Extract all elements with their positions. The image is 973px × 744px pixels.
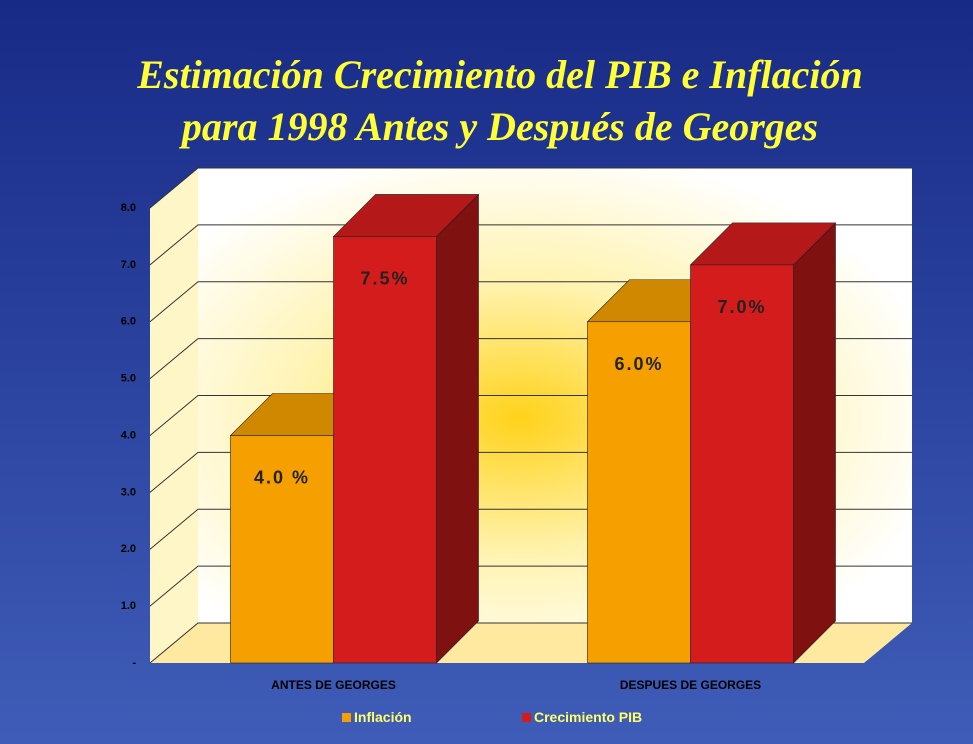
chart-title: Estimación Crecimiento del PIB e Inflaci…	[136, 52, 863, 97]
y-tick-label: 8.0	[121, 202, 136, 214]
x-tick-label: ANTES DE GEORGES	[271, 678, 396, 692]
y-tick-label: 3.0	[121, 486, 136, 498]
legend-swatch	[342, 713, 351, 722]
grid-line	[149, 224, 912, 266]
value-label: 4.0 %	[254, 468, 310, 488]
y-tick-label: 1.0	[121, 600, 136, 612]
legend-label: Inflación	[354, 709, 412, 725]
y-tick-label: 2.0	[121, 543, 136, 555]
value-label: 6.0%	[614, 354, 663, 374]
bar	[230, 435, 334, 664]
grid-line	[149, 167, 912, 209]
y-tick-label: 5.0	[121, 373, 136, 385]
chart-subtitle: para 1998 Antes y Después de Georges	[179, 104, 818, 149]
legend-label: Crecimiento PIB	[534, 709, 642, 725]
bar-side	[793, 222, 836, 664]
value-label: 7.5%	[360, 268, 409, 288]
bar	[690, 264, 794, 664]
bar	[587, 321, 691, 664]
value-label: 7.0%	[717, 297, 766, 317]
y-tick-label: -	[132, 657, 136, 669]
legend-swatch	[522, 713, 531, 722]
y-tick-label: 4.0	[121, 429, 136, 441]
y-tick-label: 6.0	[121, 316, 136, 328]
y-tick-label: 7.0	[121, 259, 136, 271]
bar-side	[436, 193, 479, 664]
bar	[333, 236, 437, 664]
x-tick-label: DESPUES DE GEORGES	[620, 678, 761, 692]
